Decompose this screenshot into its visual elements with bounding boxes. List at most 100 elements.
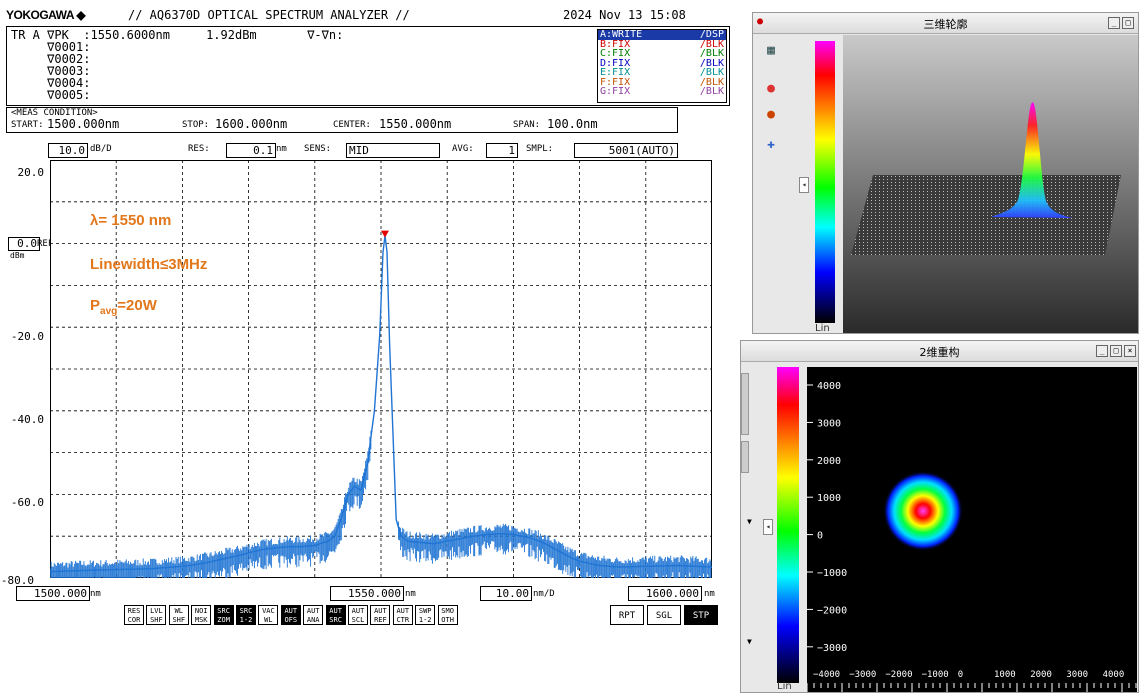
surface-plot [843, 35, 1138, 333]
minimize-button[interactable]: _ [1096, 345, 1108, 357]
date-time: 2024 Nov 13 15:08 [563, 8, 686, 22]
softkey-swp-1-2[interactable]: SWP 1-2 [415, 605, 435, 625]
softkey-smo-oth[interactable]: SMO OTH [438, 605, 458, 625]
softkey-src-zom[interactable]: SRC ZOM [214, 605, 234, 625]
power-subscript: avg [100, 306, 117, 317]
y-tick-label: 0 [817, 531, 823, 542]
y-tick-label: −1000 [817, 568, 847, 579]
brand-logo: YOKOGAWA ◆ [6, 8, 85, 22]
minimize-button[interactable]: _ [1108, 17, 1120, 29]
render-shaded-icon[interactable]: ● [763, 107, 779, 123]
softkey-aut-ofs[interactable]: AUT OFS [281, 605, 301, 625]
maximize-button[interactable]: □ [1122, 17, 1134, 29]
linewidth-annotation: Linewidth≤3MHz [90, 256, 207, 273]
res-label: RES: [188, 144, 210, 154]
beam-spot [883, 471, 963, 551]
softkey-aut-src[interactable]: AUT SRC [326, 605, 346, 625]
softkey-noi-msk[interactable]: NOI MSK [191, 605, 211, 625]
trace-row[interactable]: G:FIX/BLK [598, 87, 726, 97]
softkey-aut-ana[interactable]: AUT ANA [303, 605, 323, 625]
softkey-res-cor[interactable]: RES COR [124, 605, 144, 625]
x-tick-label: −4000 [813, 670, 840, 680]
side-tab[interactable] [741, 441, 749, 473]
x-tick-label: −1000 [922, 670, 949, 680]
avg-value[interactable]: 1 [486, 143, 518, 158]
measurement-condition: <MEAS CONDITION> START: 1500.000nm STOP:… [6, 107, 678, 133]
marker-line: ∇0005: [11, 89, 90, 101]
center-wavelength[interactable]: 1550.000 [330, 586, 404, 601]
softkey-aut-ref[interactable]: AUT REF [370, 605, 390, 625]
y-tick-label: −3000 [817, 643, 847, 654]
softkey-aut-ctr[interactable]: AUT CTR [393, 605, 413, 625]
profile-3d-window: ● 三维轮廓 _ □ ▦ ● ● ✚ ◂ Lin [752, 12, 1139, 334]
collapse-arrow-icon[interactable]: ◂ [799, 177, 809, 193]
crosshair-icon[interactable]: ✚ [763, 137, 779, 153]
collapse-arrow-icon[interactable]: ◂ [763, 519, 773, 535]
save-view-icon[interactable]: ▦ [763, 43, 779, 59]
osa-header: YOKOGAWA ◆ // AQ6370D OPTICAL SPECTRUM A… [0, 8, 730, 24]
ytick-label: -40.0 [4, 413, 44, 426]
stop-unit: nm [704, 589, 715, 599]
maximize-button[interactable]: □ [1110, 345, 1122, 357]
instrument-model: // AQ6370D OPTICAL SPECTRUM ANALYZER // [128, 8, 410, 22]
center-unit: nm [405, 589, 416, 599]
center-label: CENTER: [333, 120, 371, 130]
stop-button[interactable]: STP [684, 605, 718, 625]
window-titlebar: ● 三维轮廓 _ □ [753, 13, 1138, 34]
smpl-value[interactable]: 5001(AUTO) [574, 143, 678, 158]
stop-label: STOP: [182, 120, 209, 130]
colorbar-label: Lin [777, 681, 792, 692]
scale-value[interactable]: 10.0 [48, 143, 88, 158]
softkey-src-1-2[interactable]: SRC 1-2 [236, 605, 256, 625]
start-value: 1500.000nm [47, 117, 119, 131]
smpl-label: SMPL: [526, 144, 553, 154]
span-value: 100.0nm [547, 117, 598, 131]
span-per-division[interactable]: 10.00 [480, 586, 532, 601]
trace-mode: /BLK [700, 87, 724, 97]
y-tick-label: 3000 [817, 418, 841, 429]
softkey-wl-shf[interactable]: WL SHF [169, 605, 189, 625]
x-tick-label: 0 [958, 670, 963, 680]
stop-wavelength[interactable]: 1600.000 [628, 586, 702, 601]
wavelength-annotation: λ= 1550 nm [90, 212, 171, 229]
x-tick-label: 1000 [994, 670, 1016, 680]
y-tick-label: 1000 [817, 493, 841, 504]
softkey-aut-scl[interactable]: AUT SCL [348, 605, 368, 625]
side-tab[interactable] [741, 373, 749, 435]
colorbar-label: Lin [815, 323, 830, 334]
ytick-label: -20.0 [4, 330, 44, 343]
colorbar [777, 367, 799, 683]
render-3d-icon[interactable]: ● [763, 81, 779, 97]
res-unit: nm [276, 144, 287, 154]
dropdown-arrow-icon[interactable]: ▼ [747, 637, 752, 646]
sens-value[interactable]: MID [346, 143, 440, 158]
sens-label: SENS: [304, 144, 331, 154]
dropdown-arrow-icon[interactable]: ▼ [747, 517, 752, 526]
y-tick-label: 4000 [817, 381, 841, 392]
start-unit: nm [90, 589, 101, 599]
ytick-label: -60.0 [4, 496, 44, 509]
window-title: 三维轮廓 [753, 16, 1138, 32]
x-tick-label: 4000 [1103, 670, 1125, 680]
res-value[interactable]: 0.1 [226, 143, 276, 158]
surface-mesh [851, 175, 1121, 255]
start-wavelength[interactable]: 1500.000 [16, 586, 90, 601]
center-value: 1550.000nm [379, 117, 451, 131]
colorbar [815, 41, 835, 323]
avg-label: AVG: [452, 144, 474, 154]
ref-value[interactable]: 0.0 [8, 237, 40, 251]
close-button[interactable]: × [1124, 345, 1136, 357]
softkey-lvl-shf[interactable]: LVL SHF [146, 605, 166, 625]
beam-profile-2d: 40003000200010000−1000−2000−3000−4000 −30… [807, 367, 1137, 692]
power-value: =20W [117, 297, 157, 314]
osa-screen: YOKOGAWA ◆ // AQ6370D OPTICAL SPECTRUM A… [0, 0, 740, 693]
softkey-vac-wl[interactable]: VAC WL [258, 605, 278, 625]
settings-bar: 10.0 dB/D RES: 0.1 nm SENS: MID AVG: 1 S… [40, 143, 680, 159]
y-tick-label: 2000 [817, 456, 841, 467]
y-tick-label: −2000 [817, 605, 847, 616]
single-button[interactable]: SGL [647, 605, 681, 625]
marker-panel: TR A ∇PK :1550.6000nm 1.92dBm ∇-∇n: ∇000… [6, 26, 730, 106]
reconstruction-2d-window: 2维重构 _ □ × ▼ ▼ ◂ Lin 4000 3000 2000 1000 0 −1… [740, 340, 1139, 693]
repeat-button[interactable]: RPT [610, 605, 644, 625]
x-tick-label: 3000 [1066, 670, 1088, 680]
